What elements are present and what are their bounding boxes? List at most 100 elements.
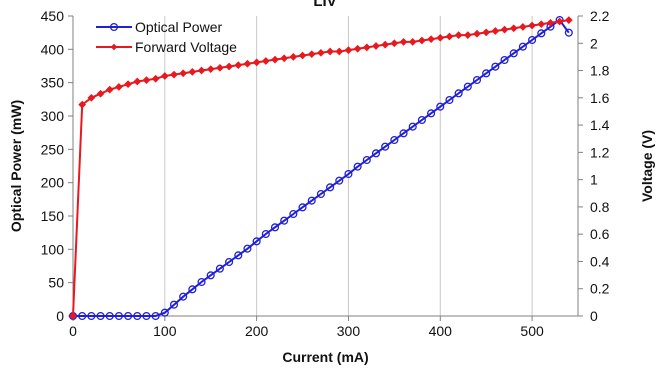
data-point-forward-voltage xyxy=(344,46,353,54)
data-point-forward-voltage xyxy=(408,38,417,46)
data-point-forward-voltage xyxy=(381,40,390,49)
y-left-tick-label: 350 xyxy=(41,75,65,91)
data-point-optical-power xyxy=(353,162,362,171)
data-point-optical-power xyxy=(427,109,436,118)
y-axis-right-title: Voltage (V) xyxy=(639,130,655,202)
y-left-tick-label: 100 xyxy=(41,241,65,257)
data-point-optical-power xyxy=(261,229,270,239)
data-point-forward-voltage xyxy=(463,31,472,39)
data-point-forward-voltage xyxy=(298,51,307,60)
data-point-forward-voltage xyxy=(307,50,316,59)
data-point-optical-power xyxy=(316,189,325,199)
y-right-tick-label: 0.4 xyxy=(590,253,610,269)
y-left-tick-label: 300 xyxy=(41,108,65,124)
series-optical-power xyxy=(68,15,573,321)
data-point-optical-power xyxy=(280,216,289,225)
data-point-optical-power xyxy=(472,75,482,85)
series-line-optical-power xyxy=(73,18,570,317)
data-point-optical-power xyxy=(197,277,206,287)
data-point-forward-voltage xyxy=(124,80,132,89)
data-point-optical-power xyxy=(362,155,371,165)
data-point-optical-power xyxy=(225,257,234,267)
data-point-optical-power xyxy=(252,237,261,246)
data-point-forward-voltage xyxy=(206,65,215,74)
series-forward-voltage xyxy=(69,16,573,320)
data-point-optical-power xyxy=(463,82,472,91)
data-point-optical-power xyxy=(390,135,399,145)
data-point-optical-power xyxy=(160,308,169,317)
x-tick-label: 300 xyxy=(337,323,361,339)
data-point-forward-voltage xyxy=(160,72,169,80)
y-axis-left-title: Optical Power (mW) xyxy=(8,100,24,232)
data-point-optical-power xyxy=(454,89,463,98)
data-point-forward-voltage xyxy=(96,89,105,98)
data-point-forward-voltage xyxy=(335,47,344,56)
data-point-forward-voltage xyxy=(170,70,178,79)
data-point-forward-voltage xyxy=(436,33,445,42)
y-right-tick-label: 2.2 xyxy=(590,8,610,24)
data-point-forward-voltage xyxy=(188,68,197,76)
data-point-optical-power xyxy=(87,311,96,321)
data-point-forward-voltage xyxy=(326,47,334,56)
data-point-optical-power xyxy=(215,264,224,273)
data-point-optical-power xyxy=(151,311,160,321)
data-point-optical-power xyxy=(169,300,179,309)
data-point-forward-voltage xyxy=(252,58,261,67)
data-point-forward-voltage xyxy=(317,48,325,57)
data-point-optical-power xyxy=(335,176,344,185)
data-point-forward-voltage xyxy=(482,28,491,37)
x-tick-label: 400 xyxy=(429,323,453,339)
data-point-forward-voltage xyxy=(555,17,564,26)
data-point-optical-power xyxy=(417,115,426,125)
y-right-tick-label: 2 xyxy=(590,35,598,51)
data-point-optical-power xyxy=(188,285,197,294)
y-right-tick-label: 1.4 xyxy=(590,117,610,133)
data-point-optical-power xyxy=(142,311,151,321)
y-right-tick-label: 1.6 xyxy=(590,90,610,106)
series-line-forward-voltage xyxy=(72,19,569,317)
data-point-forward-voltage xyxy=(390,39,399,48)
data-point-forward-voltage xyxy=(234,61,243,69)
y-right-tick-label: 1.8 xyxy=(590,63,610,79)
data-point-forward-voltage xyxy=(197,66,206,75)
data-point-forward-voltage xyxy=(280,54,289,63)
data-point-optical-power xyxy=(399,129,408,138)
chart-title: LIV xyxy=(313,0,336,10)
data-point-optical-power xyxy=(408,122,417,131)
data-point-forward-voltage xyxy=(289,53,298,61)
tick-labels: 0 100 200 300 400 500 0 50 100 150 200 250 300 350 400… xyxy=(41,8,610,339)
data-point-forward-voltage xyxy=(564,16,573,24)
data-point-forward-voltage xyxy=(271,55,279,64)
legend-label-optical-power: Optical Power xyxy=(135,19,222,35)
y-left-tick-label: 400 xyxy=(41,41,65,57)
data-point-optical-power xyxy=(234,251,243,260)
data-point-optical-power xyxy=(270,223,280,232)
y-right-tick-label: 1.2 xyxy=(590,144,610,160)
data-point-forward-voltage xyxy=(87,93,96,102)
data-point-forward-voltage xyxy=(105,85,114,94)
data-point-forward-voltage xyxy=(491,27,500,35)
data-point-optical-power xyxy=(124,311,133,321)
legend: Optical Power Forward Voltage xyxy=(96,19,237,55)
x-tick-label: 500 xyxy=(520,323,544,339)
data-point-optical-power xyxy=(482,69,491,78)
data-point-forward-voltage xyxy=(133,77,142,86)
data-point-optical-power xyxy=(114,311,123,321)
data-point-optical-power xyxy=(133,311,142,321)
data-point-forward-voltage xyxy=(69,312,77,320)
data-point-forward-voltage xyxy=(528,21,536,30)
data-point-optical-power xyxy=(528,35,537,45)
data-point-forward-voltage xyxy=(372,42,380,50)
data-point-forward-voltage xyxy=(445,32,454,41)
legend-marker-circle xyxy=(109,22,119,32)
y-right-tick-label: 0.2 xyxy=(590,281,610,297)
data-point-optical-power xyxy=(326,183,335,192)
gridlines xyxy=(164,16,533,316)
data-point-optical-power xyxy=(179,292,188,301)
data-point-forward-voltage xyxy=(225,62,233,71)
data-point-forward-voltage xyxy=(362,43,371,52)
y-right-tick-label: 0.6 xyxy=(590,226,610,242)
data-point-forward-voltage xyxy=(537,20,546,29)
data-point-optical-power xyxy=(78,311,87,321)
